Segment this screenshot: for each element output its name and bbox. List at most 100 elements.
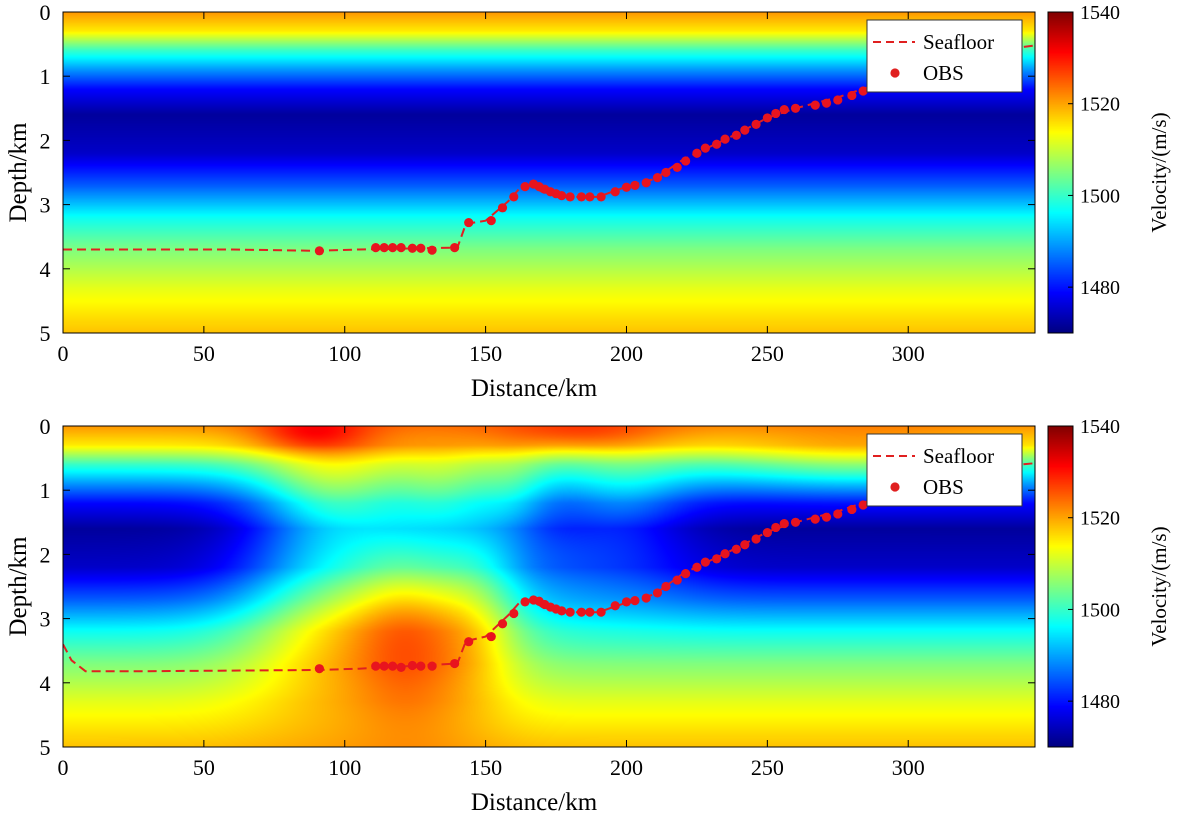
obs-point <box>497 619 508 629</box>
legend-label: OBS <box>923 475 964 499</box>
legend-label: OBS <box>923 61 964 85</box>
obs-point <box>779 104 789 115</box>
obs-point <box>520 182 530 192</box>
obs-point <box>396 662 406 672</box>
obs-point <box>610 601 620 611</box>
obs-point <box>585 192 595 202</box>
plot-frame <box>62 11 1036 334</box>
obs-point <box>821 98 832 108</box>
x-tick-label: 150 <box>469 755 502 780</box>
obs-points <box>314 86 868 256</box>
obs-point <box>396 243 406 253</box>
obs-point <box>388 243 398 253</box>
obs-point <box>379 243 389 253</box>
obs-point <box>497 203 508 213</box>
obs-point <box>821 512 832 522</box>
obs-point <box>692 148 702 158</box>
y-tick-label: 5 <box>40 735 51 760</box>
legend: Seafloor OBS <box>866 19 1023 93</box>
velocity-panel-top: 0 50 100 150 200 250 300 0 1 2 3 4 5 Distance/km Depth… <box>5 0 1171 402</box>
obs-point <box>681 156 691 166</box>
colorbar-tick-label: 1480 <box>1080 691 1120 713</box>
obs-point <box>810 100 820 110</box>
obs-point <box>486 216 496 226</box>
plot-frame <box>62 425 1036 748</box>
obs-point <box>509 608 519 619</box>
x-tick-label: 100 <box>328 755 361 780</box>
obs-point <box>790 103 801 113</box>
obs-point <box>762 113 772 123</box>
colorbar-frame <box>1047 425 1074 748</box>
obs-point <box>427 661 437 671</box>
obs-point <box>771 108 781 119</box>
obs-point <box>450 243 460 253</box>
y-tick-label: 3 <box>40 193 51 218</box>
y-tick-label: 2 <box>40 542 51 567</box>
obs-point <box>652 588 663 598</box>
x-tick-label: 300 <box>892 755 925 780</box>
obs-point <box>762 527 772 538</box>
obs-point <box>621 182 632 192</box>
obs-point <box>565 192 575 202</box>
obs-point <box>576 607 587 617</box>
obs-point <box>416 243 426 253</box>
x-tick-label: 0 <box>58 755 69 780</box>
legend-obs-swatch <box>890 482 900 492</box>
obs-point <box>450 658 460 669</box>
x-tick-label: 100 <box>328 341 361 366</box>
obs-point <box>661 167 671 178</box>
obs-point <box>314 664 324 674</box>
obs-point <box>810 514 820 524</box>
obs-point <box>833 509 843 519</box>
colorbar-label: Velocity/(m/s) <box>1147 112 1171 232</box>
obs-point <box>700 557 710 567</box>
obs-point <box>520 597 530 607</box>
obs-point <box>751 534 761 544</box>
obs-point <box>565 607 575 617</box>
obs-point <box>740 125 750 135</box>
obs-point <box>712 554 722 564</box>
obs-point <box>464 637 474 647</box>
x-axis-label: Distance/km <box>471 789 598 816</box>
obs-point <box>858 500 868 510</box>
obs-point <box>416 661 426 671</box>
obs-point <box>833 95 843 105</box>
obs-point <box>379 661 389 671</box>
colorbar-tick-label: 1520 <box>1080 508 1120 530</box>
obs-point <box>630 596 640 606</box>
obs-point <box>576 192 587 202</box>
y-axis-label: Depth/km <box>5 122 32 223</box>
obs-point <box>407 243 417 253</box>
y-tick-label: 4 <box>40 671 51 696</box>
legend-label: Seafloor <box>923 444 994 468</box>
colorbar-tick-label: 1480 <box>1080 277 1120 299</box>
obs-point <box>427 245 437 255</box>
obs-point <box>692 562 702 572</box>
colorbar-tick-label: 1540 <box>1080 2 1120 24</box>
obs-point <box>371 243 381 253</box>
velocity-panel-bottom: 0 50 100 150 200 250 300 0 1 2 3 4 5 Distance/km Depth… <box>5 414 1171 816</box>
obs-point <box>661 581 671 592</box>
colorbar-label: Velocity/(m/s) <box>1147 526 1171 646</box>
obs-point <box>700 143 710 153</box>
obs-point <box>672 575 682 585</box>
obs-point <box>407 660 417 671</box>
obs-point <box>847 90 857 101</box>
legend-box <box>866 19 1023 93</box>
obs-point <box>779 518 789 529</box>
colorbar-tick-label: 1520 <box>1080 94 1120 116</box>
x-tick-label: 250 <box>751 755 784 780</box>
obs-point <box>641 178 651 188</box>
obs-point <box>847 504 857 515</box>
obs-point <box>509 192 519 202</box>
obs-point <box>720 549 730 559</box>
y-tick-label: 4 <box>40 257 51 282</box>
obs-point <box>630 180 640 190</box>
obs-point <box>681 569 691 579</box>
colorbar-frame <box>1047 11 1074 334</box>
legend-label: Seafloor <box>923 30 994 54</box>
obs-point <box>731 130 741 140</box>
obs-point <box>641 593 651 603</box>
x-tick-label: 200 <box>610 755 643 780</box>
